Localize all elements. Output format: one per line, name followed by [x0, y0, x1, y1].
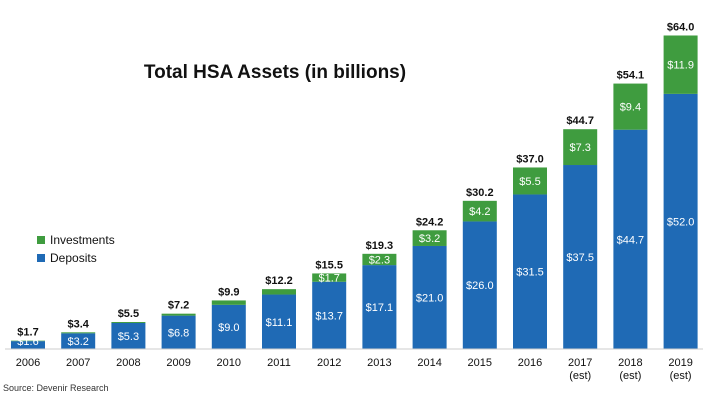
x-tick-label: 2006: [16, 357, 40, 369]
bar-deposits: [161, 315, 196, 349]
bar-investments: [462, 200, 497, 222]
bar-deposits: [111, 322, 146, 349]
x-tick-label: 2013: [367, 357, 391, 369]
x-axis-ticks: 2006 2007 2008 2009 2010 2011 2012 2013 2014 2015…: [16, 357, 693, 382]
bar-investments: [563, 129, 598, 166]
data-label-total: $37.0: [516, 153, 544, 165]
bar-deposits: [513, 194, 547, 349]
data-label-total: $9.9: [218, 286, 239, 298]
data-label-investments: $4.2: [469, 206, 490, 218]
x-tick-label: 2008: [116, 357, 140, 369]
bar-investments: [61, 332, 96, 334]
data-label-deposits: $21.0: [416, 292, 444, 304]
data-label-total: $12.2: [265, 275, 293, 287]
bar-investments: [663, 35, 698, 94]
data-label-deposits: $17.1: [366, 302, 394, 314]
x-tick-label: 2007: [66, 357, 90, 369]
bar-deposits: [412, 245, 447, 349]
bar-deposits: [262, 294, 296, 349]
legend-label-deposits: Deposits: [50, 251, 97, 265]
bar-investments: [513, 167, 547, 195]
data-label-total: $19.3: [366, 240, 394, 252]
x-tick-label: 2015: [468, 357, 492, 369]
data-label-total: $64.0: [667, 21, 695, 33]
bar-investments: [211, 300, 246, 305]
bar-deposits: [11, 341, 45, 349]
data-label-total: $7.2: [168, 300, 189, 312]
bar-investments: [412, 230, 447, 246]
bar-investments: [262, 289, 296, 295]
data-label-investments: $5.5: [519, 176, 540, 188]
legend-swatch-investments: [37, 236, 45, 244]
x-tick-label: 2010: [217, 357, 241, 369]
data-label-deposits: $3.2: [67, 336, 88, 348]
bar-deposits: [663, 93, 698, 349]
data-label-total: $24.2: [416, 216, 444, 228]
data-label-total: $30.2: [466, 187, 494, 199]
legend-label-investments: Investments: [50, 233, 115, 247]
data-label-deposits: $31.5: [516, 267, 544, 279]
chart-title: Total HSA Assets (in billions): [144, 62, 406, 83]
bar-deposits: [211, 304, 246, 349]
data-label-deposits: $44.7: [617, 234, 645, 246]
data-label-investments: $3.2: [419, 233, 440, 245]
data-label-total: $54.1: [617, 70, 645, 82]
data-label-investments: $9.4: [620, 102, 641, 114]
bar-deposits: [613, 129, 648, 349]
x-tick-label: 2009: [166, 357, 190, 369]
data-label-deposits: $6.8: [168, 327, 189, 339]
bar-deposits: [462, 221, 497, 349]
x-tick-label: 2018 (est): [618, 357, 642, 382]
x-tick-label: 2019 (est): [668, 357, 692, 382]
data-label-total: $44.7: [566, 115, 594, 127]
x-tick-label: 2011: [267, 357, 291, 369]
legend: Investments Deposits: [37, 233, 115, 265]
data-label-investments: $11.9: [667, 60, 694, 72]
data-label-deposits: $37.5: [566, 252, 594, 264]
x-tick-label: 2012: [317, 357, 341, 369]
bars-group: $1.6$1.7$3.2$3.4$5.3$5.5$6.8$7.2$9.0$9.9…: [11, 21, 698, 349]
bar-deposits: [362, 265, 397, 349]
data-label-investments: $1.7: [318, 273, 339, 285]
bar-deposits: [312, 281, 347, 349]
bar-investments: [161, 313, 196, 316]
legend-swatch-deposits: [37, 254, 45, 262]
x-tick-label: 2014: [417, 357, 441, 369]
data-label-deposits: $52.0: [667, 216, 695, 228]
bar-investments: [613, 83, 648, 130]
data-label-deposits: $13.7: [315, 310, 343, 322]
data-label-total: $5.5: [118, 308, 139, 320]
data-label-investments: $2.3: [369, 254, 390, 266]
source-note: Source: Devenir Research: [3, 383, 109, 393]
data-label-total: $15.5: [315, 259, 343, 271]
data-label-total: $3.4: [67, 318, 89, 330]
x-tick-label: 2017 (est): [568, 357, 592, 382]
bar-deposits: [563, 165, 598, 349]
data-label-total: $1.7: [17, 327, 38, 339]
x-tick-label: 2016: [518, 357, 542, 369]
data-label-deposits: $11.1: [266, 317, 293, 329]
bar-investments: [111, 322, 146, 323]
data-label-deposits: $5.3: [118, 331, 139, 343]
data-label-deposits: $26.0: [466, 280, 494, 292]
data-label-investments: $7.3: [569, 142, 590, 154]
bar-investments: [362, 253, 397, 266]
data-label-deposits: $9.0: [218, 322, 239, 334]
data-label-deposits: $1.6: [17, 336, 38, 348]
bar-deposits: [61, 333, 96, 349]
bar-investments: [312, 273, 347, 282]
